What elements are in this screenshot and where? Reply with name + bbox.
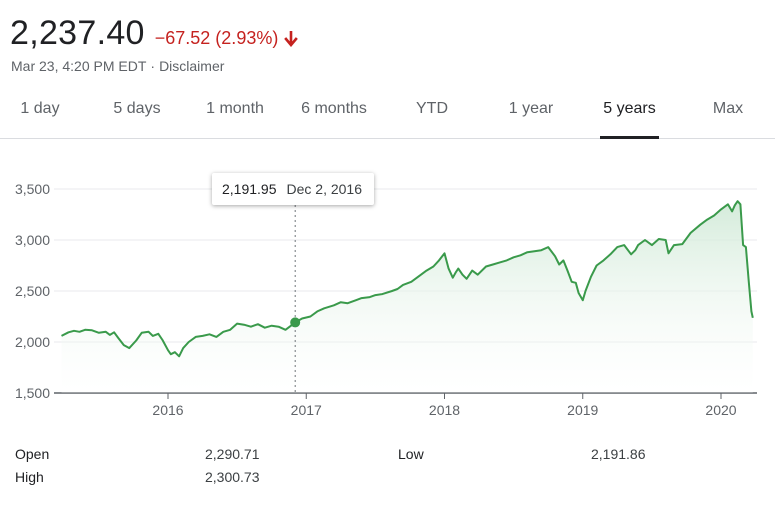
x-tick-label: 2016: [152, 402, 183, 418]
y-tick-label: 2,000: [15, 334, 50, 350]
tab-5-years[interactable]: 5 years: [600, 92, 659, 139]
y-tick-label: 2,500: [15, 283, 50, 299]
meta-separator: ·: [150, 58, 156, 74]
price-change: −67.52 (2.93%): [155, 28, 299, 49]
x-tick-label: 2018: [429, 402, 460, 418]
price-header: 2,237.40 −67.52 (2.93%): [10, 14, 299, 53]
range-tabs: 1 day 5 days 1 month 6 months YTD 1 year…: [0, 92, 775, 139]
tab-1-year[interactable]: 1 year: [508, 100, 554, 117]
y-tick-label: 3,000: [15, 232, 50, 248]
quote-timestamp: Mar 23, 4:20 PM EDT: [11, 58, 147, 74]
x-tick-label: 2020: [705, 402, 736, 418]
series-area: [61, 201, 753, 393]
x-tick-label: 2019: [567, 402, 598, 418]
arrow-down-icon: [284, 30, 299, 47]
disclaimer-link[interactable]: Disclaimer: [159, 58, 225, 74]
stat-high-label: High: [15, 469, 44, 485]
stat-open-value: 2,290.71: [205, 446, 260, 462]
tab-6-months[interactable]: 6 months: [301, 100, 367, 117]
chart-tooltip: 2,191.95 Dec 2, 2016: [212, 173, 374, 205]
quote-meta: Mar 23, 4:20 PM EDT · Disclaimer: [11, 58, 224, 74]
price-chart[interactable]: 1,500 2,000 2,500 3,000 3,500 2016 2017 2018 201…: [0, 140, 775, 430]
stat-low-label: Low: [398, 446, 424, 462]
hover-point: [290, 317, 301, 328]
x-tick-label: 2017: [291, 402, 322, 418]
tab-1-month[interactable]: 1 month: [206, 100, 264, 117]
y-tick-label: 3,500: [15, 181, 50, 197]
stat-high-value: 2,300.73: [205, 469, 260, 485]
tooltip-date: Dec 2, 2016: [286, 181, 363, 197]
stat-low-value: 2,191.86: [591, 446, 646, 462]
current-price: 2,237.40: [10, 14, 145, 52]
price-change-value: −67.52 (2.93%): [154, 28, 279, 48]
stat-open-label: Open: [15, 446, 50, 462]
tab-ytd[interactable]: YTD: [416, 100, 448, 117]
tab-max[interactable]: Max: [712, 100, 744, 117]
tab-5-days[interactable]: 5 days: [113, 100, 161, 117]
tooltip-value: 2,191.95: [222, 181, 277, 197]
series-line: [61, 200, 754, 358]
y-tick-label: 1,500: [15, 385, 50, 401]
tab-1-day[interactable]: 1 day: [20, 100, 60, 117]
